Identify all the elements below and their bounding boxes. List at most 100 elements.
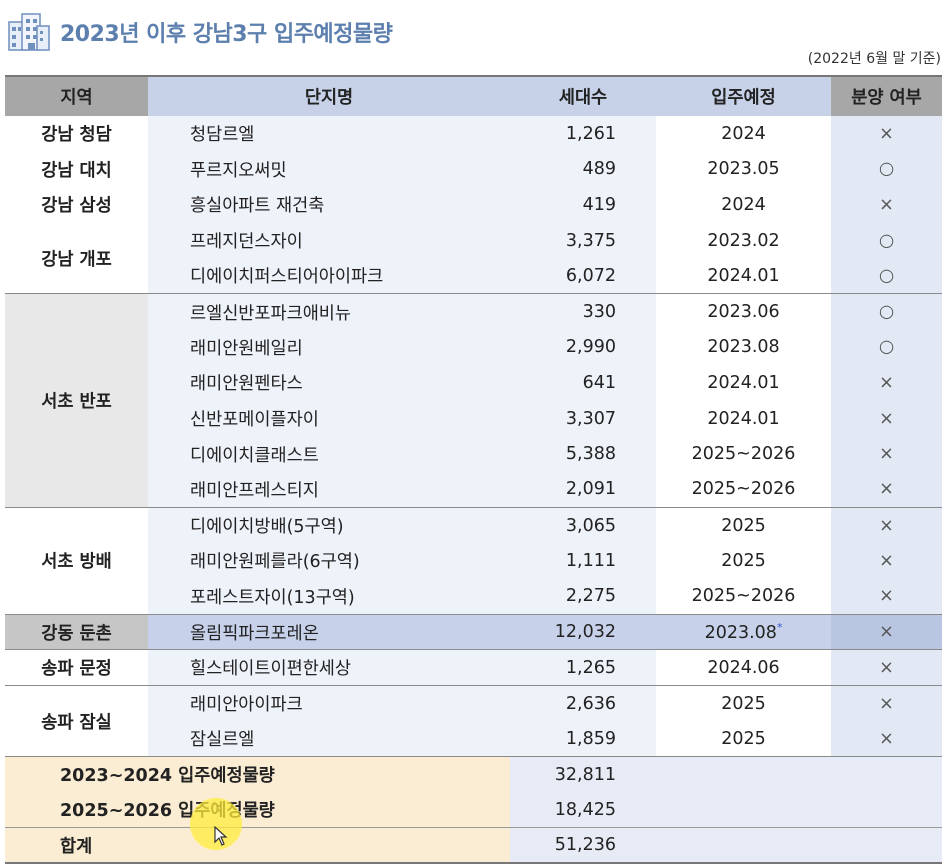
- move-in-date: 2025: [656, 685, 831, 722]
- region-cell: 서초 방배: [5, 507, 148, 615]
- region-cell: 강남 개포: [5, 222, 148, 295]
- region-cell: 송파 잠실: [5, 685, 148, 758]
- move-in-date: 2025: [656, 543, 831, 579]
- unit-count: 3,375: [510, 222, 656, 259]
- region-cell: 강동 둔촌: [5, 614, 148, 651]
- reference-date-note: (2022년 6월 말 기준): [807, 51, 941, 67]
- complex-name: 신반포메이플자이: [148, 400, 510, 437]
- unit-count: 2,636: [510, 685, 656, 722]
- unit-count: 3,307: [510, 400, 656, 437]
- move-in-date: 2024.01: [656, 400, 831, 437]
- table-row: 포레스트자이(13구역) 2,275 2025~2026 ×: [5, 578, 942, 615]
- unit-count: 1,111: [510, 543, 656, 579]
- table-row: 강남 개포 프레지던스자이 3,375 2023.02 ○: [5, 222, 942, 295]
- table-row: 디에이치퍼스티어아이파크 6,072 2024.01 ○: [5, 258, 942, 295]
- unit-count: 1,859: [510, 721, 656, 758]
- complex-name: 프레지던스자이: [148, 222, 510, 259]
- move-in-date: 2023.02: [656, 222, 831, 259]
- sale-status: ×: [831, 116, 942, 152]
- summary-label: 2023~2024 입주예정물량: [5, 756, 510, 793]
- complex-name: 디에이치퍼스티어아이파크: [148, 258, 510, 295]
- header-complex: 단지명: [148, 75, 510, 116]
- summary-label: 2025~2026 입주예정물량: [5, 792, 510, 828]
- complex-name: 올림픽파크포레온: [148, 614, 510, 651]
- unit-count: 489: [510, 151, 656, 188]
- summary-empty: [656, 756, 942, 793]
- unit-count: 419: [510, 187, 656, 223]
- sale-status: ×: [831, 436, 942, 472]
- table-row: 래미안원베일리 2,990 2023.08 ○: [5, 329, 942, 366]
- move-in-date: 2025~2026: [656, 436, 831, 472]
- move-in-date: 2023.05: [656, 151, 831, 188]
- supply-table: 지역 단지명 세대수 입주예정 분양 여부 강남 청담 청담르엘 1,261 2…: [5, 75, 942, 865]
- sale-status: ×: [831, 471, 942, 509]
- table-row: 강남 대치 푸르지오써밋 489 2023.05 ○: [5, 151, 942, 188]
- title-row: 2023년 이후 강남3구 입주예정물량: [8, 10, 393, 54]
- region-cell: 강남 삼성: [5, 187, 148, 223]
- page-title: 2023년 이후 강남3구 입주예정물량: [60, 22, 393, 47]
- move-in-date: 2025~2026: [656, 471, 831, 509]
- move-in-date: 2025~2026: [656, 578, 831, 615]
- sale-status: ○: [831, 293, 942, 330]
- sale-status: ○: [831, 258, 942, 295]
- table-row: 서초 방배 디에이치방배(5구역) 3,065 2025 ×: [5, 507, 942, 615]
- unit-count: 2,091: [510, 471, 656, 509]
- mouse-pointer-icon: [214, 826, 228, 846]
- move-in-date: 2023.08: [656, 329, 831, 366]
- sale-status: ○: [831, 151, 942, 188]
- complex-name: 푸르지오써밋: [148, 151, 510, 188]
- table-row: 래미안프레스티지 2,091 2025~2026 ×: [5, 471, 942, 509]
- summary-value: 18,425: [510, 792, 656, 828]
- summary-empty: [656, 792, 942, 828]
- table-row: 신반포메이플자이 3,307 2024.01 ×: [5, 400, 942, 437]
- complex-name: 잠실르엘: [148, 721, 510, 758]
- unit-count: 6,072: [510, 258, 656, 295]
- move-in-date: 2024.06: [656, 649, 831, 686]
- move-in-date: 2023.08*: [656, 614, 831, 651]
- complex-name: 래미안원페를라(6구역): [148, 543, 510, 579]
- region-cell: 서초 반포: [5, 293, 148, 509]
- sale-status: ×: [831, 187, 942, 223]
- unit-count: 2,275: [510, 578, 656, 615]
- complex-name: 래미안원펜타스: [148, 365, 510, 401]
- table-row: 래미안원페를라(6구역) 1,111 2025 ×: [5, 543, 942, 579]
- move-in-date: 2025: [656, 507, 831, 544]
- complex-name: 디에이치방배(5구역): [148, 507, 510, 544]
- complex-name: 포레스트자이(13구역): [148, 578, 510, 615]
- summary-row: 2025~2026 입주예정물량 18,425: [5, 792, 942, 828]
- region-cell: 강남 청담: [5, 116, 148, 152]
- header-schedule: 입주예정: [656, 75, 831, 116]
- sale-status: ×: [831, 685, 942, 722]
- move-in-date: 2023.06: [656, 293, 831, 330]
- complex-name: 청담르엘: [148, 116, 510, 152]
- unit-count: 330: [510, 293, 656, 330]
- table-header-row: 지역 단지명 세대수 입주예정 분양 여부: [5, 75, 942, 116]
- sale-status: ×: [831, 507, 942, 544]
- unit-count: 2,990: [510, 329, 656, 366]
- sale-status: ○: [831, 329, 942, 366]
- region-cell: 강남 대치: [5, 151, 148, 188]
- summary-value: 32,811: [510, 756, 656, 793]
- sale-status: ×: [831, 721, 942, 758]
- sale-status: ×: [831, 400, 942, 437]
- move-in-date-text: 2023.08: [704, 623, 777, 644]
- header-region: 지역: [5, 75, 148, 116]
- move-in-date: 2025: [656, 721, 831, 758]
- table-row: 강남 청담 청담르엘 1,261 2024 ×: [5, 116, 942, 152]
- unit-count: 3,065: [510, 507, 656, 544]
- complex-name: 르엘신반포파크애비뉴: [148, 293, 510, 330]
- total-row: 합계 51,236: [5, 827, 942, 865]
- table-row: 강남 삼성 흥실아파트 재건축 419 2024 ×: [5, 187, 942, 223]
- sale-status: ×: [831, 649, 942, 686]
- footnote-star: *: [776, 621, 783, 635]
- unit-count: 1,265: [510, 649, 656, 686]
- summary-row: 2023~2024 입주예정물량 32,811: [5, 756, 942, 793]
- move-in-date: 2024: [656, 187, 831, 223]
- unit-count: 641: [510, 365, 656, 401]
- complex-name: 힐스테이트이편한세상: [148, 649, 510, 686]
- sale-status: ×: [831, 543, 942, 579]
- move-in-date: 2024: [656, 116, 831, 152]
- table-row: 송파 문정 힐스테이트이편한세상 1,265 2024.06 ×: [5, 649, 942, 686]
- table-row-highlighted: 강동 둔촌 올림픽파크포레온 12,032 2023.08* ×: [5, 614, 942, 651]
- region-cell: 송파 문정: [5, 649, 148, 686]
